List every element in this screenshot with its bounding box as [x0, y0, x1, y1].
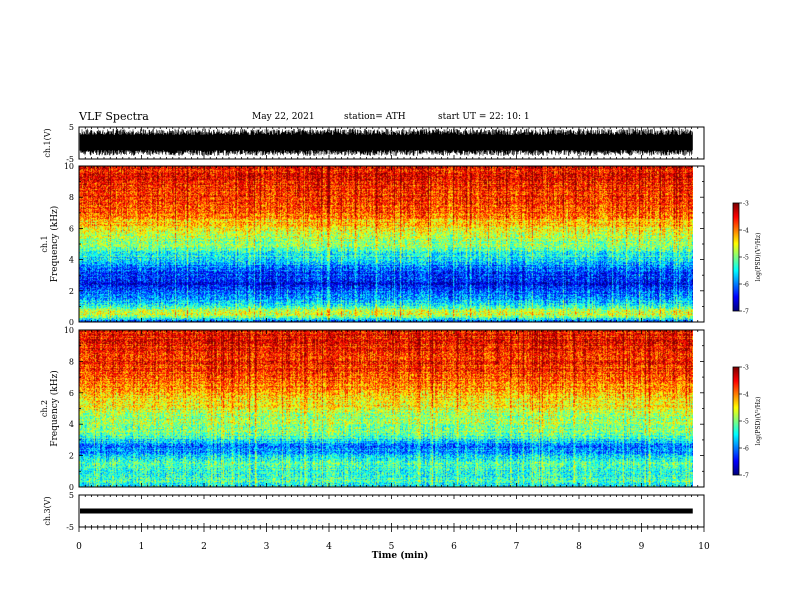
ch2-spec-ylabel-channel: ch.2 — [40, 400, 49, 417]
ch1-spec-ylabel-channel: ch.1 — [40, 235, 49, 252]
ch3-waveform-ylabel: ch.3(V) — [43, 496, 52, 525]
ch2-spec-ylabel-freq: Frequency (kHz) — [49, 370, 60, 447]
xtick-8: 8 — [576, 542, 582, 552]
colorbar-frame-1 — [732, 202, 740, 312]
ch3-wave-ytick-5: 5 — [69, 491, 74, 500]
station-label: station= ATH — [344, 112, 406, 122]
start-time-label: start UT = 22: 10: 1 — [438, 112, 530, 122]
ch2-ytick-4: 4 — [69, 420, 74, 429]
ch1-waveform-trace — [79, 128, 693, 156]
ch2-ytick-10: 10 — [64, 326, 74, 335]
xtick-0: 0 — [76, 542, 82, 552]
cb2-tick--4: -4 — [743, 392, 749, 399]
cb1-tick--3: -3 — [743, 201, 749, 208]
ch3-wave-ytick--5: -5 — [66, 523, 74, 532]
date-label: May 22, 2021 — [252, 112, 315, 122]
ch1-waveform-line — [79, 128, 693, 156]
ch1-waveform-ylabel: ch.1(V) — [43, 128, 52, 157]
cb2-tick--5: -5 — [743, 419, 749, 426]
cb2-tick--7: -7 — [743, 473, 749, 480]
xtick-5: 5 — [389, 542, 395, 552]
ch2-ytick-2: 2 — [69, 452, 74, 461]
ch2-colorbar-image — [733, 367, 739, 475]
ch2-ytick-6: 6 — [69, 389, 74, 398]
xtick-9: 9 — [639, 542, 645, 552]
xtick-4: 4 — [326, 542, 332, 552]
ch1-spectrogram-image — [79, 166, 693, 322]
ch1-wave-ytick--5: -5 — [66, 155, 74, 164]
cb1-tick--7: -7 — [743, 309, 749, 316]
cb1-tick--6: -6 — [743, 282, 749, 289]
panel-frame-s1 — [78, 165, 705, 323]
ch1-spec-ylabel-freq: Frequency (kHz) — [49, 206, 60, 283]
cb1-tick--5: -5 — [743, 255, 749, 262]
ch1-ytick-0: 0 — [69, 318, 74, 327]
cb2-tick--3: -3 — [743, 365, 749, 372]
cb1-tick--4: -4 — [743, 228, 749, 235]
ch3-waveform-trace — [80, 508, 693, 514]
ch1-ytick-10: 10 — [64, 162, 74, 171]
xtick-2: 2 — [201, 542, 207, 552]
figure-title: VLF Spectra — [79, 110, 149, 123]
ch1-ytick-6: 6 — [69, 224, 74, 233]
cb1-label: log(PSD)(V²/Hz) — [755, 233, 762, 282]
ch1-ytick-2: 2 — [69, 287, 74, 296]
ch3-waveform-line — [80, 508, 693, 514]
colorbar-frame-2 — [732, 366, 740, 476]
xtick-7: 7 — [514, 542, 520, 552]
ch2-ytick-0: 0 — [69, 483, 74, 492]
ch1-colorbar-image — [733, 203, 739, 311]
ch1-ytick-8: 8 — [69, 193, 74, 202]
cb2-tick--6: -6 — [743, 446, 749, 453]
cb2-label: log(PSD)(V²/Hz) — [755, 397, 762, 446]
ch1-ytick-4: 4 — [69, 256, 74, 265]
xtick-1: 1 — [139, 542, 145, 552]
ch2-spectrogram-image — [79, 330, 693, 487]
xtick-6: 6 — [451, 542, 457, 552]
ch1-wave-ytick-5: 5 — [69, 123, 74, 132]
ch2-ytick-8: 8 — [69, 357, 74, 366]
x-axis-label: Time (min) — [372, 550, 429, 561]
panel-frame-s2 — [78, 329, 705, 488]
xtick-3: 3 — [264, 542, 270, 552]
xtick-10: 10 — [698, 542, 710, 552]
